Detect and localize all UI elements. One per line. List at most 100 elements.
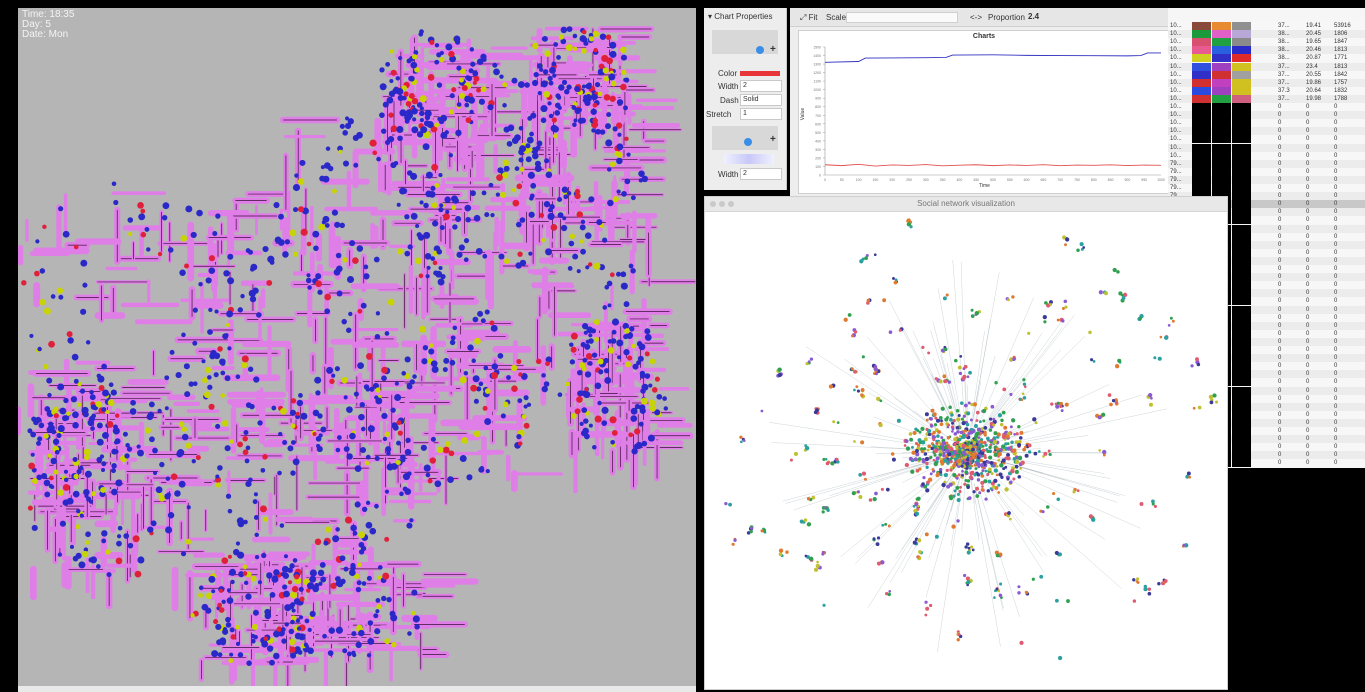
network-node[interactable] <box>953 442 957 446</box>
network-node[interactable] <box>875 372 878 376</box>
network-node[interactable] <box>939 472 943 477</box>
color-cell[interactable] <box>1232 370 1251 379</box>
network-node[interactable] <box>961 473 964 477</box>
network-node[interactable] <box>995 464 999 468</box>
color-cell[interactable] <box>1232 329 1251 338</box>
network-node[interactable] <box>938 449 943 454</box>
network-node[interactable] <box>983 426 988 430</box>
network-node[interactable] <box>739 435 743 439</box>
network-node[interactable] <box>850 334 854 338</box>
network-node[interactable] <box>858 473 863 477</box>
network-node[interactable] <box>940 436 944 440</box>
network-node[interactable] <box>878 423 883 428</box>
network-node[interactable] <box>1212 393 1217 398</box>
network-node[interactable] <box>858 494 863 500</box>
network-node[interactable] <box>830 461 835 466</box>
network-node[interactable] <box>951 421 955 425</box>
table-row[interactable]: 10... 37... 20.55 1842 <box>1168 70 1365 79</box>
network-node[interactable] <box>876 536 881 540</box>
network-node[interactable] <box>806 522 812 527</box>
network-node[interactable] <box>925 461 929 466</box>
color-cell[interactable] <box>1212 184 1231 192</box>
network-node[interactable] <box>942 453 946 458</box>
table-row[interactable]: 10... 38... 20.45 1806 <box>1168 30 1365 39</box>
color-cell[interactable] <box>1232 378 1251 387</box>
network-node[interactable] <box>981 485 984 488</box>
network-node[interactable] <box>1182 543 1186 547</box>
color-cell[interactable] <box>1232 159 1251 168</box>
color-cell[interactable] <box>1232 297 1251 306</box>
network-node[interactable] <box>937 429 941 434</box>
network-node[interactable] <box>920 440 926 445</box>
network-node[interactable] <box>990 404 995 409</box>
network-node[interactable] <box>965 422 970 427</box>
network-node[interactable] <box>1047 449 1051 453</box>
network-node[interactable] <box>890 452 895 456</box>
network-node[interactable] <box>995 447 1000 451</box>
color-cell[interactable] <box>1232 321 1251 330</box>
network-node[interactable] <box>951 430 954 433</box>
network-node[interactable] <box>947 423 951 427</box>
network-node[interactable] <box>965 434 969 437</box>
network-node[interactable] <box>957 365 962 370</box>
network-node[interactable] <box>1150 396 1153 400</box>
network-node[interactable] <box>1044 301 1048 305</box>
network-node[interactable] <box>906 219 909 223</box>
network-node[interactable] <box>813 567 819 572</box>
network-node[interactable] <box>997 491 1001 494</box>
network-node[interactable] <box>923 452 928 456</box>
network-node[interactable] <box>874 367 878 372</box>
network-node[interactable] <box>876 561 882 566</box>
network-node[interactable] <box>785 550 789 554</box>
network-node[interactable] <box>966 479 971 483</box>
network-node[interactable] <box>963 403 968 408</box>
network-node[interactable] <box>914 502 918 507</box>
network-node[interactable] <box>957 473 961 477</box>
network-node[interactable] <box>903 444 907 447</box>
network-node[interactable] <box>984 443 988 447</box>
network-node[interactable] <box>1009 392 1013 396</box>
network-node[interactable] <box>957 632 961 637</box>
network-node[interactable] <box>1022 447 1026 452</box>
network-node[interactable] <box>984 469 988 473</box>
network-node[interactable] <box>969 457 973 461</box>
network-node[interactable] <box>1114 398 1118 402</box>
network-node[interactable] <box>949 457 953 461</box>
network-node[interactable] <box>967 440 971 444</box>
network-node[interactable] <box>1042 314 1047 320</box>
color-cell[interactable] <box>1212 78 1231 87</box>
network-node[interactable] <box>760 409 764 413</box>
network-node[interactable] <box>1006 456 1011 461</box>
network-node[interactable] <box>905 446 911 451</box>
network-node[interactable] <box>997 458 1001 462</box>
network-node[interactable] <box>856 490 860 494</box>
network-node[interactable] <box>970 308 974 312</box>
color-cell[interactable] <box>1232 208 1251 217</box>
network-node[interactable] <box>925 418 929 422</box>
network-node[interactable] <box>943 473 948 478</box>
network-node[interactable] <box>936 460 939 463</box>
network-node[interactable] <box>885 487 890 492</box>
network-node[interactable] <box>982 419 986 423</box>
network-node[interactable] <box>972 455 976 459</box>
network-node[interactable] <box>1147 587 1152 591</box>
network-node[interactable] <box>971 447 975 452</box>
network-node[interactable] <box>999 582 1003 586</box>
color-cell[interactable] <box>1232 119 1251 128</box>
color-cell[interactable] <box>1232 313 1251 322</box>
network-node[interactable] <box>998 552 1003 557</box>
network-node[interactable] <box>1102 449 1107 455</box>
network-node[interactable] <box>904 462 910 468</box>
network-node[interactable] <box>946 484 951 489</box>
network-node[interactable] <box>853 369 857 374</box>
network-node[interactable] <box>986 436 990 441</box>
network-node[interactable] <box>804 554 808 558</box>
gradient-swatch[interactable] <box>724 154 774 164</box>
network-node[interactable] <box>816 560 819 564</box>
network-node[interactable] <box>1017 425 1021 429</box>
network-node[interactable] <box>963 573 967 578</box>
network-node[interactable] <box>882 298 887 303</box>
